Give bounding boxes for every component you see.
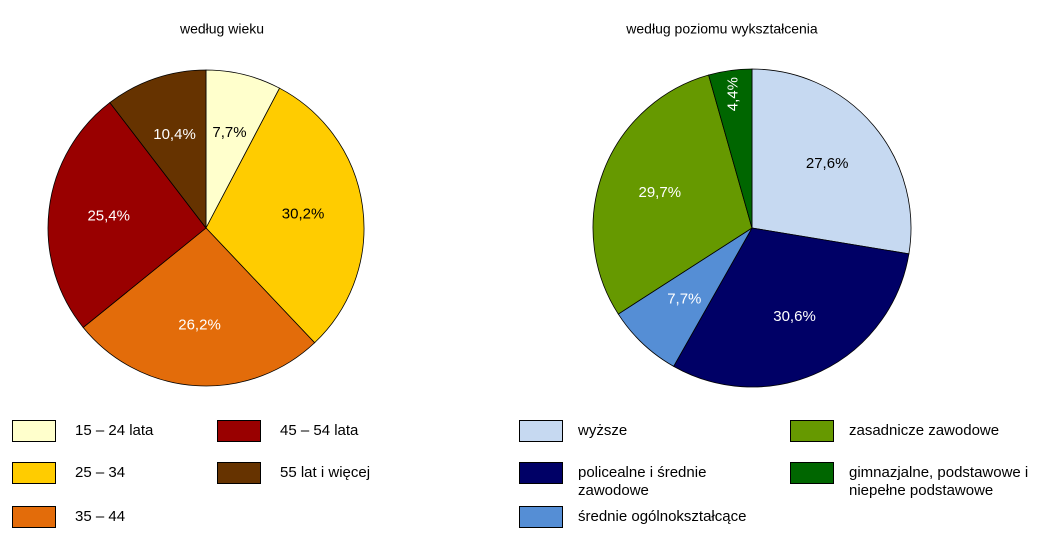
chart-title: według wieku — [179, 21, 264, 37]
legend-label: 35 – 44 — [75, 508, 126, 525]
data-label: 10,4% — [153, 126, 196, 143]
data-label: 7,7% — [212, 124, 246, 141]
legend-swatch — [790, 462, 834, 484]
legend-swatch — [12, 506, 56, 528]
data-label: 4,4% — [724, 77, 741, 111]
legend-swatch — [12, 462, 56, 484]
legend-label: 55 lat i więcej — [280, 464, 371, 481]
legend-swatch — [519, 420, 563, 442]
legend-label: zasadnicze zawodowe — [849, 422, 1000, 439]
legend-label: 45 – 54 lata — [280, 422, 359, 439]
data-label: 29,7% — [639, 184, 682, 201]
legend-label: 15 – 24 lata — [75, 422, 154, 439]
legend-label: średnie ogólnokształcące — [578, 508, 747, 525]
pie-slice — [47, 102, 207, 329]
legend-swatch — [217, 420, 261, 442]
data-label: 27,6% — [806, 155, 849, 172]
legend-swatch — [519, 462, 563, 484]
pie-slice — [205, 87, 365, 344]
data-label: 26,2% — [178, 317, 221, 334]
data-label: 30,2% — [282, 206, 325, 223]
pie-slice — [592, 74, 753, 315]
pie-slice — [751, 68, 912, 255]
legend-label: wyższe — [578, 422, 628, 439]
legend-label: policealne i średnie zawodowe — [578, 464, 707, 499]
legend-swatch — [217, 462, 261, 484]
legend-label: 25 – 34 — [75, 464, 126, 481]
legend-swatch — [12, 420, 56, 442]
pie-slice — [109, 69, 207, 230]
pie-slice — [673, 227, 910, 388]
pie-slice — [708, 68, 753, 229]
legend-swatch — [790, 420, 834, 442]
data-label: 25,4% — [87, 207, 130, 224]
legend-label: gimnazjalne, podstawowe i niepełne podst… — [849, 464, 1029, 499]
data-label: 7,7% — [667, 291, 701, 308]
chart-title: według poziomu wykształcenia — [625, 21, 818, 37]
legend-swatch — [519, 506, 563, 528]
data-label: 30,6% — [773, 308, 816, 325]
pie-slice — [82, 227, 316, 387]
